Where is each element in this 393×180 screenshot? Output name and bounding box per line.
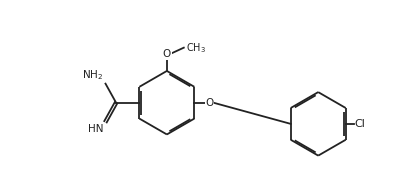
Text: HN: HN	[88, 124, 103, 134]
Text: O: O	[163, 49, 171, 59]
Text: O: O	[205, 98, 213, 108]
Text: CH$_3$: CH$_3$	[186, 41, 206, 55]
Text: Cl: Cl	[354, 119, 365, 129]
Text: NH$_2$: NH$_2$	[82, 68, 103, 82]
